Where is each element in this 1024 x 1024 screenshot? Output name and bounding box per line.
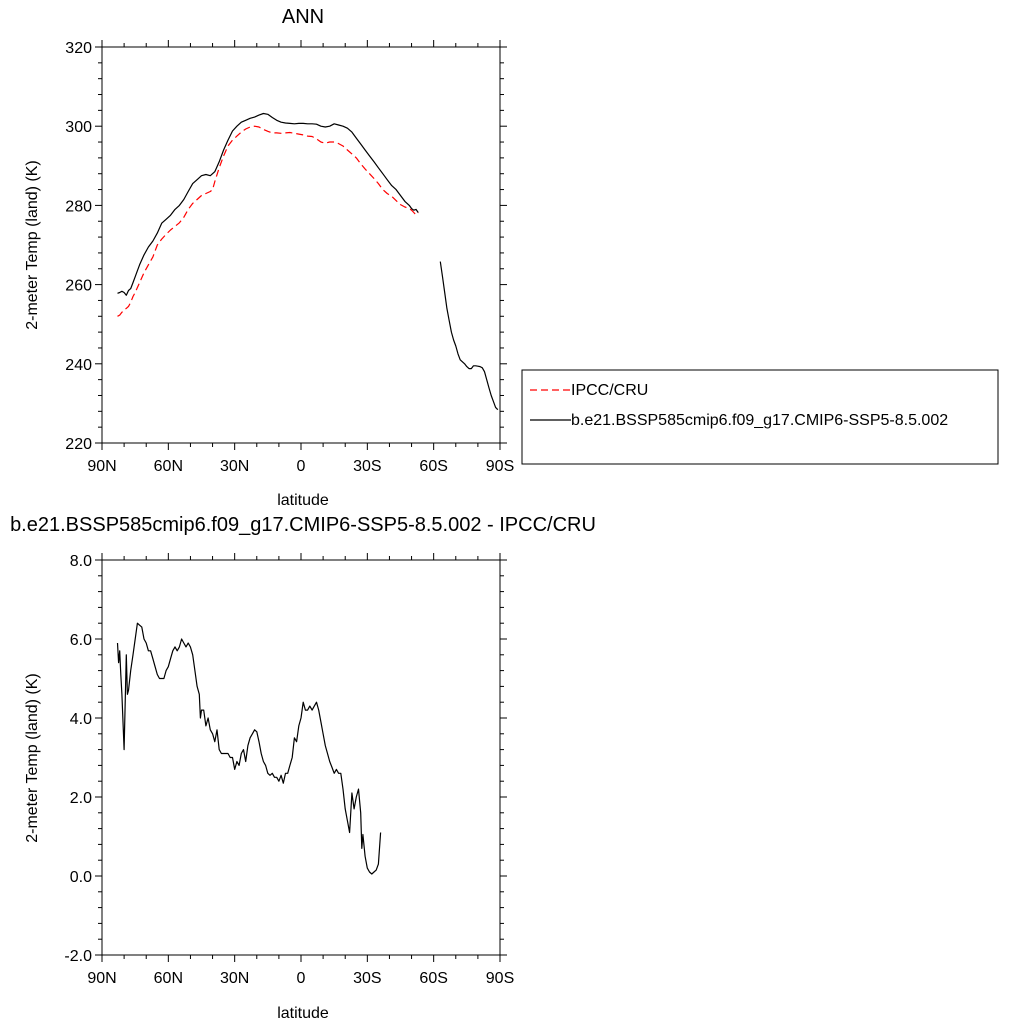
temperature-y-axis-label: 2-meter Temp (land) (K): [24, 160, 41, 330]
temperature-x-tick-label: 90S: [486, 458, 514, 475]
temperature-y-tick-label: 220: [65, 436, 92, 453]
temperature-y-tick-label: 280: [65, 198, 92, 215]
difference-y-tick-label: 6.0: [70, 632, 92, 649]
temperature-plot-frame: [101, 46, 501, 444]
difference-x-tick-label: 60N: [154, 970, 183, 987]
temperature-y-tick-label: 320: [65, 40, 92, 57]
temperature-y-axis: 220 240 260 280 300 320: [65, 40, 507, 453]
difference-plot-frame: [101, 559, 501, 956]
temperature-x-axis-label: latitude: [277, 492, 329, 509]
difference-series-line-0: [116, 622, 382, 875]
difference-x-tick-label: 0: [297, 970, 306, 987]
temperature-series-line-0: [117, 125, 419, 317]
legend-box: [521, 369, 999, 465]
difference-y-tick-label: 4.0: [70, 711, 92, 728]
difference-y-axis: -2.0 0.0 2.0 4.0 6.0 8.0: [64, 553, 507, 965]
legend-ipcc-cru-label: IPCC/CRU: [571, 382, 648, 399]
difference-x-tick-label: 90N: [87, 970, 116, 987]
difference-y-tick-label: 2.0: [70, 790, 92, 807]
temperature-y-tick-label: 240: [65, 357, 92, 374]
legend: IPCC/CRU b.e21.BSSP585cmip6.f09_g17.CMIP…: [521, 369, 999, 465]
temperature-x-tick-label: 60N: [154, 458, 183, 475]
difference-y-axis-label: 2-meter Temp (land) (K): [24, 673, 41, 843]
difference-x-tick-label: 60S: [419, 970, 447, 987]
difference-x-axis: 90N 60N 30N 0 30S 60S 90S: [87, 553, 514, 987]
temperature-y-tick-label: 300: [65, 119, 92, 136]
difference-series-group: [116, 622, 382, 875]
difference-x-tick-label: 90S: [486, 970, 514, 987]
temperature-panel-title: ANN: [282, 6, 324, 28]
difference-y-tick-label: 0.0: [70, 869, 92, 886]
difference-y-tick-label: 8.0: [70, 553, 92, 570]
temperature-series-line-1: [117, 112, 499, 411]
difference-x-tick-label: 30S: [353, 970, 381, 987]
temperature-x-tick-label: 90N: [87, 458, 116, 475]
temperature-x-tick-label: 0: [297, 458, 306, 475]
difference-panel: b.e21.BSSP585cmip6.f09_g17.CMIP6-SSP5-8.…: [10, 514, 596, 1022]
difference-x-axis-label: latitude: [277, 1005, 329, 1022]
temperature-x-tick-label: 30N: [220, 458, 249, 475]
difference-x-tick-label: 30N: [220, 970, 249, 987]
difference-panel-title: b.e21.BSSP585cmip6.f09_g17.CMIP6-SSP5-8.…: [10, 514, 596, 536]
difference-y-tick-label: -2.0: [64, 948, 92, 965]
legend-model-label: b.e21.BSSP585cmip6.f09_g17.CMIP6-SSP5-8.…: [571, 412, 948, 429]
temperature-x-tick-label: 60S: [419, 458, 447, 475]
temperature-y-tick-label: 260: [65, 278, 92, 295]
temperature-x-axis: 90N 60N 30N 0 30S 60S 90S: [87, 40, 514, 475]
temperature-series-group: [117, 112, 499, 411]
temperature-x-tick-label: 30S: [353, 458, 381, 475]
